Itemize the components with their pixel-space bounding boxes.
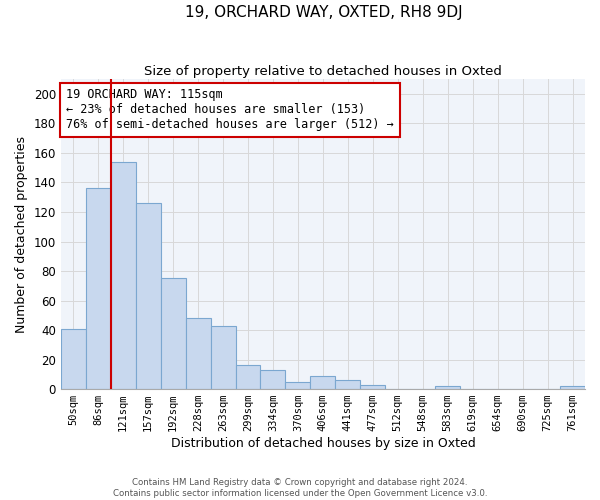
Bar <box>211 326 236 389</box>
Bar <box>61 328 86 389</box>
Bar <box>310 376 335 389</box>
Bar <box>86 188 111 389</box>
Bar <box>136 203 161 389</box>
Bar <box>435 386 460 389</box>
Bar <box>260 370 286 389</box>
Bar <box>286 382 310 389</box>
Text: 19, ORCHARD WAY, OXTED, RH8 9DJ: 19, ORCHARD WAY, OXTED, RH8 9DJ <box>185 5 463 20</box>
Y-axis label: Number of detached properties: Number of detached properties <box>15 136 28 332</box>
Bar <box>335 380 361 389</box>
Bar <box>111 162 136 389</box>
Bar <box>236 366 260 389</box>
Text: Contains HM Land Registry data © Crown copyright and database right 2024.
Contai: Contains HM Land Registry data © Crown c… <box>113 478 487 498</box>
Title: Size of property relative to detached houses in Oxted: Size of property relative to detached ho… <box>144 65 502 78</box>
Bar <box>185 318 211 389</box>
X-axis label: Distribution of detached houses by size in Oxted: Distribution of detached houses by size … <box>170 437 475 450</box>
Bar <box>161 278 185 389</box>
Text: 19 ORCHARD WAY: 115sqm
← 23% of detached houses are smaller (153)
76% of semi-de: 19 ORCHARD WAY: 115sqm ← 23% of detached… <box>66 88 394 132</box>
Bar <box>361 384 385 389</box>
Bar <box>560 386 585 389</box>
